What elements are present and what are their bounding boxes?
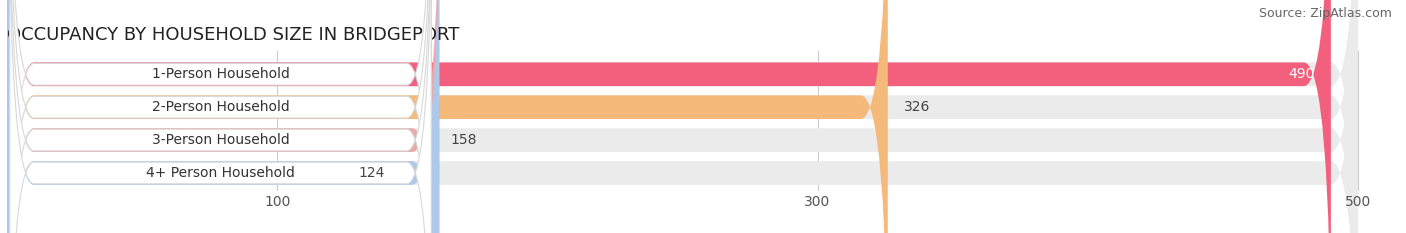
Text: 124: 124 bbox=[359, 166, 385, 180]
Text: 326: 326 bbox=[904, 100, 931, 114]
FancyBboxPatch shape bbox=[10, 0, 432, 233]
Text: 3-Person Household: 3-Person Household bbox=[152, 133, 290, 147]
FancyBboxPatch shape bbox=[7, 0, 1358, 233]
Text: Source: ZipAtlas.com: Source: ZipAtlas.com bbox=[1258, 7, 1392, 20]
FancyBboxPatch shape bbox=[7, 0, 887, 233]
FancyBboxPatch shape bbox=[7, 0, 1331, 233]
FancyBboxPatch shape bbox=[7, 0, 1358, 233]
Text: 2-Person Household: 2-Person Household bbox=[152, 100, 290, 114]
Text: 1-Person Household: 1-Person Household bbox=[152, 67, 290, 81]
FancyBboxPatch shape bbox=[7, 0, 439, 233]
Text: 4+ Person Household: 4+ Person Household bbox=[146, 166, 295, 180]
Text: OCCUPANCY BY HOUSEHOLD SIZE IN BRIDGEPORT: OCCUPANCY BY HOUSEHOLD SIZE IN BRIDGEPOR… bbox=[7, 26, 460, 44]
FancyBboxPatch shape bbox=[7, 0, 1358, 233]
FancyBboxPatch shape bbox=[10, 0, 432, 233]
FancyBboxPatch shape bbox=[7, 0, 439, 233]
FancyBboxPatch shape bbox=[7, 0, 1358, 233]
Text: 158: 158 bbox=[450, 133, 477, 147]
Text: 490: 490 bbox=[1288, 67, 1315, 81]
FancyBboxPatch shape bbox=[10, 0, 432, 233]
FancyBboxPatch shape bbox=[10, 0, 432, 233]
